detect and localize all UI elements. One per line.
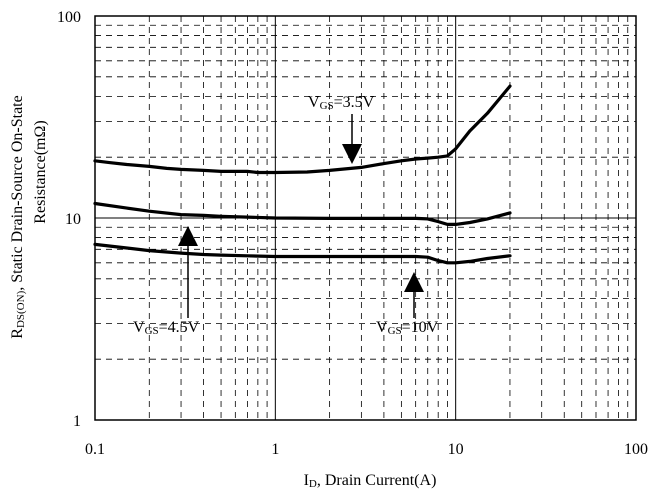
x-tick-label: 10 <box>448 441 464 458</box>
series-line-0 <box>93 84 512 175</box>
series-label-vgs-3.5v: VGS=3.5V <box>308 94 375 112</box>
series-label-vgs-4.5v: VGS=4.5V <box>133 319 200 337</box>
y-tick-label: 100 <box>57 9 81 26</box>
arrow-vgs-4.5v <box>178 226 198 318</box>
series-label-vgs-10v: VGS=10V <box>376 319 439 337</box>
y-tick-label: 1 <box>73 413 81 430</box>
arrow-vgs-3.5v <box>342 114 362 164</box>
x-tick-label: 0.1 <box>85 441 105 458</box>
plot-frame <box>94 15 637 421</box>
series-layer <box>93 84 512 265</box>
series-line-2 <box>93 242 512 265</box>
x-axis-label: ID, Drain Current(A) <box>304 472 437 490</box>
x-tick-label: 100 <box>624 441 648 458</box>
series-line-1 <box>93 201 512 226</box>
y-tick-label: 10 <box>65 211 81 228</box>
arrow-vgs-10v <box>404 272 424 318</box>
y-axis-label-line2: Resistance(mΩ) <box>32 120 49 223</box>
y-axis-label-line1: RDS(ON), Static Drain-Source On-State <box>9 95 27 338</box>
x-tick-label: 1 <box>271 441 279 458</box>
